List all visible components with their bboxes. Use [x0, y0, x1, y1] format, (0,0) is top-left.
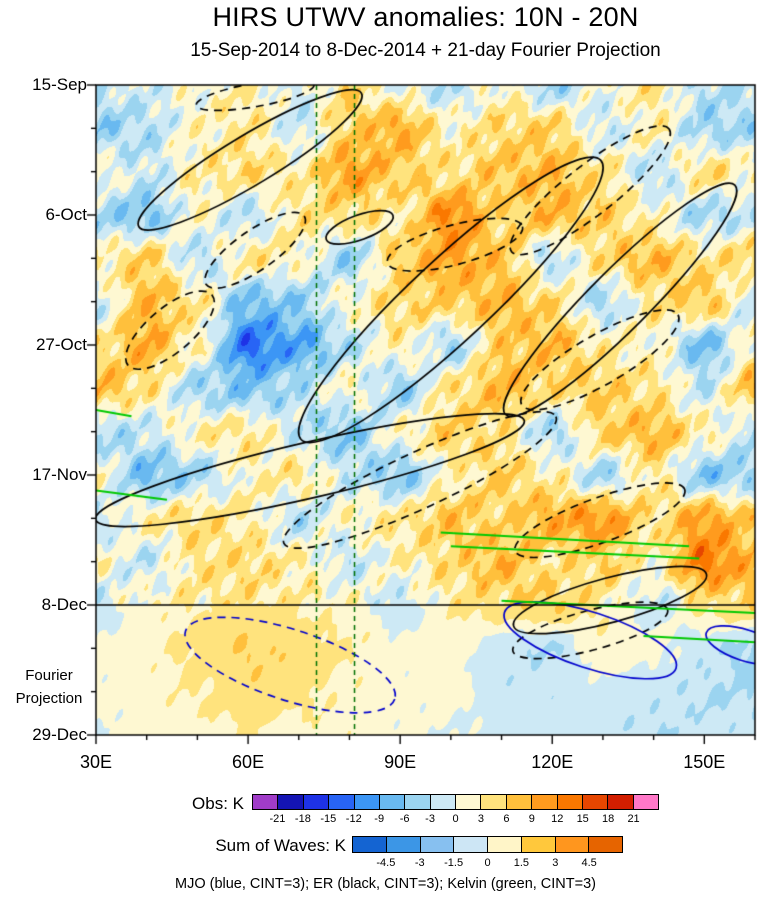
colorbar-segment: [487, 837, 521, 852]
colorbar-tick-label: 18: [602, 813, 615, 825]
colorbar-segment: [505, 795, 532, 809]
y-tick-label: 8-Dec: [41, 595, 87, 614]
colorbar-tick-label: 0: [452, 813, 459, 825]
y-tick-label: 15-Sep: [32, 75, 87, 94]
chart-title: HIRS UTWV anomalies: 10N - 20N: [212, 2, 639, 32]
colorbar-segment: [607, 795, 633, 809]
colorbar-segment: [531, 795, 557, 809]
x-tick-label: 120E: [531, 752, 574, 772]
x-tick-label: 150E: [683, 752, 726, 772]
colorbar-tick-label: 4.5: [581, 857, 597, 869]
colorbar-segment: [520, 837, 555, 852]
colorbar-segment: [554, 837, 589, 852]
colorbar-segment: [404, 795, 430, 809]
colorbar-segment: [581, 795, 608, 809]
waves-colorbar: [352, 836, 623, 853]
colorbar-tick-label: -12: [345, 813, 362, 825]
colorbar-segment: [429, 795, 455, 809]
waves-colorbar-label: Sum of Waves: K: [215, 836, 346, 855]
obs-colorbar: [252, 794, 659, 810]
colorbar-tick-label: 0: [484, 857, 491, 869]
obs-colorbar-label: Obs: K: [192, 794, 244, 813]
colorbar-tick-label: -15: [320, 813, 337, 825]
colorbar-tick-label: 1.5: [513, 857, 530, 869]
colorbar-tick-label: 12: [551, 813, 564, 825]
colorbar-segment: [302, 795, 329, 809]
heatmap-field-canvas: [96, 85, 755, 735]
x-tick-label: 60E: [232, 752, 265, 772]
colorbar-segment: [588, 837, 622, 852]
chart-subtitle: 15-Sep-2014 to 8-Dec-2014 + 21-day Fouri…: [190, 40, 661, 61]
colorbar-tick-label: -3: [414, 857, 425, 869]
colorbar-segment: [632, 795, 658, 809]
obs-colorbar-ticks: -21 -18 -15 -12 -9 -6 -3 0 3 6 9 12 15 18 21: [252, 813, 659, 827]
colorbar-segment: [378, 795, 405, 809]
colorbar-segment: [353, 837, 386, 852]
colorbar-segment: [455, 795, 481, 809]
x-tick-label: 30E: [79, 752, 113, 772]
colorbar-segment: [253, 795, 278, 809]
colorbar-segment: [353, 795, 379, 809]
colorbar-tick-label: 15: [576, 813, 589, 825]
x-tick-label: 90E: [384, 752, 417, 772]
colorbar-segment: [556, 795, 582, 809]
colorbar-tick-label: -9: [374, 813, 385, 825]
colorbar-segment: [277, 795, 303, 809]
colorbar-tick-label: -4.5: [376, 857, 396, 869]
colorbar-tick-label: 3: [552, 857, 559, 869]
y-tick-label: 29-Dec: [32, 725, 87, 744]
fourier-projection-label: Fourier Projection: [15, 667, 83, 708]
colorbar-tick-label: 21: [627, 813, 640, 825]
colorbar-tick-label: 9: [528, 813, 535, 825]
colorbar-segment: [419, 837, 454, 852]
y-tick-label: 17-Nov: [32, 465, 87, 484]
colorbar-tick-label: 3: [477, 813, 484, 825]
colorbar-tick-label: -1.5: [444, 857, 464, 869]
colorbar-segment: [385, 837, 420, 852]
waves-colorbar-ticks: -4.5 -3 -1.5 0 1.5 3 4.5: [352, 857, 623, 871]
legend-caption: MJO (blue, CINT=3); ER (black, CINT=3); …: [174, 876, 597, 892]
y-tick-label: 27-Oct: [35, 335, 87, 354]
y-tick-label: 6-Oct: [45, 205, 87, 224]
colorbar-tick-label: -3: [425, 813, 435, 825]
colorbar-segment: [453, 837, 487, 852]
colorbar-tick-label: -18: [294, 813, 311, 825]
colorbar-segment: [480, 795, 506, 809]
colorbar-tick-label: -6: [399, 813, 410, 825]
colorbar-tick-label: 6: [503, 813, 510, 825]
colorbar-tick-label: -21: [269, 813, 286, 825]
colorbar-segment: [328, 795, 354, 809]
